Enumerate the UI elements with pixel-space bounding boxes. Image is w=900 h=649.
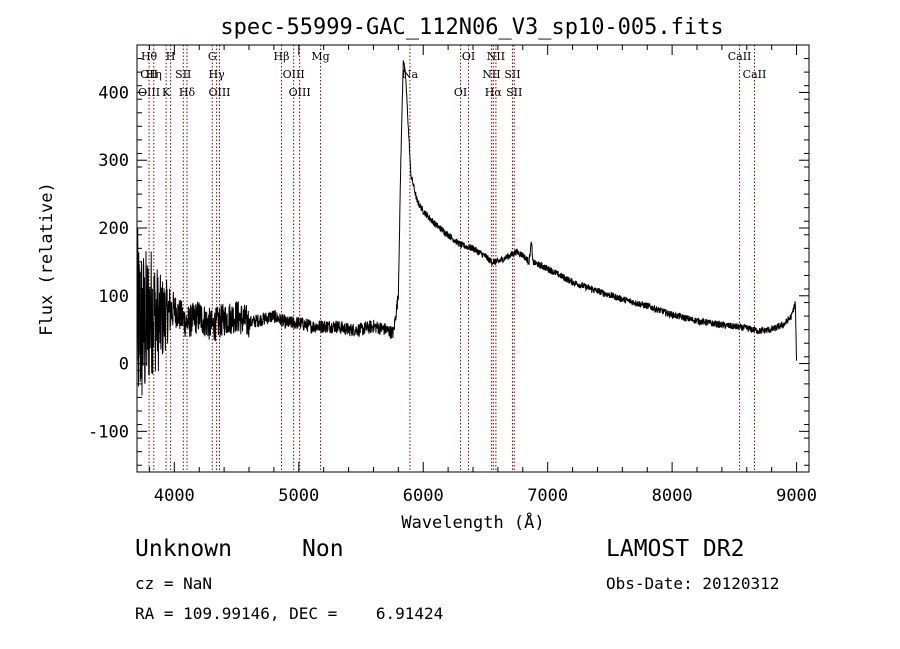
object-class: Unknown	[135, 536, 232, 562]
plot-frame	[136, 44, 810, 473]
y-axis-label: Flux (relative)	[37, 182, 57, 336]
axes-group: 4000 5000 6000 7000 8000 9000 -100 0 100 200 300 40…	[88, 45, 817, 506]
y-tick-label: 300	[98, 151, 129, 171]
x-tick-label: 6000	[403, 486, 444, 506]
line-marker-label: Mg	[311, 50, 329, 63]
x-axis-label: Wavelength (Å)	[401, 511, 544, 533]
line-marker-label: Hδ	[179, 86, 196, 99]
line-marker-label: Hγ	[209, 68, 226, 81]
line-marker-label: SII	[175, 68, 191, 81]
x-tick-label: 9000	[776, 486, 817, 506]
line-marker-label: OIII	[138, 86, 160, 99]
redshift-cz: cz = NaN	[135, 574, 213, 593]
line-marker-label: OI	[462, 50, 475, 63]
survey-name: LAMOST DR2	[606, 536, 745, 562]
flux-series-line	[136, 60, 798, 396]
emission-line-markers: HθOIIOIIIHηKHSIIHδGHγOIIIHβOIIIOIIIMgNaO…	[138, 45, 766, 472]
line-marker-label: OIII	[208, 86, 230, 99]
x-tick-label: 4000	[154, 486, 195, 506]
line-marker-label: OIII	[289, 86, 311, 99]
y-tick-label: 400	[98, 83, 129, 103]
y-tick-label: -100	[88, 422, 129, 442]
line-marker-label: SII	[504, 68, 520, 81]
line-marker-label: SII	[506, 86, 522, 99]
y-tick-label: 0	[119, 355, 129, 375]
object-subclass: Non	[302, 536, 344, 562]
line-marker-label: K	[162, 86, 171, 99]
x-tick-label: 8000	[652, 486, 693, 506]
line-marker-label: NII	[487, 50, 505, 63]
observation-date: Obs-Date: 20120312	[606, 574, 780, 593]
chart-title: spec-55999-GAC_112N06_V3_sp10-005.fits	[220, 15, 723, 40]
y-tick-label: 100	[98, 287, 129, 307]
line-marker-label: Hθ	[141, 50, 158, 63]
x-tick-label: 5000	[278, 486, 319, 506]
line-marker-label: OI	[454, 86, 467, 99]
ra-dec-coordinates: RA = 109.99146, DEC = 6.91424	[135, 604, 444, 623]
line-marker-label: H	[166, 50, 176, 63]
x-tick-label: 7000	[527, 486, 568, 506]
flux-series-group	[136, 60, 798, 396]
line-marker-label: G	[208, 50, 217, 63]
line-marker-label: CaII	[743, 68, 767, 81]
line-marker-label: NII	[482, 68, 500, 81]
line-marker-label: OIII	[283, 68, 305, 81]
line-marker-label: Hβ	[274, 50, 290, 63]
line-marker-label: Hα	[485, 86, 503, 99]
line-marker-label: Hη	[146, 68, 162, 81]
y-tick-label: 200	[98, 219, 129, 239]
line-marker-label: CaII	[728, 50, 752, 63]
